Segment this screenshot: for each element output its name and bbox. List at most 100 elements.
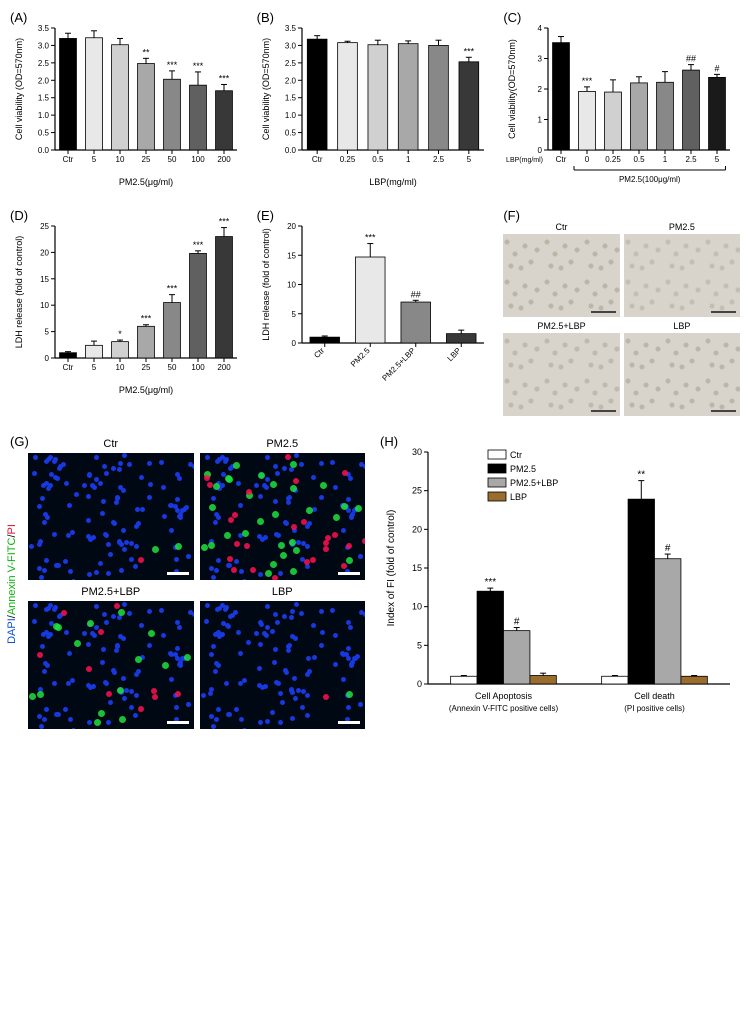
annexin-text: Annexin V-FITC [6,538,18,616]
svg-text:25: 25 [142,155,151,164]
svg-text:#: # [715,63,720,73]
svg-text:LBP: LBP [445,346,462,363]
panel-e: (E) 05101520Ctr***PM2.5##PM2.5+LBPLBPLDH… [257,208,494,416]
svg-text:2.0: 2.0 [38,76,50,85]
svg-text:0.5: 0.5 [38,129,50,138]
svg-text:*: * [118,329,122,339]
panel-f: (F) Ctr PM2.5 PM2.5+LBP LBP [503,208,740,416]
svg-text:***: *** [582,76,593,86]
svg-text:**: ** [142,47,150,57]
svg-text:200: 200 [217,155,231,164]
svg-text:PM2.5: PM2.5 [349,346,372,369]
svg-text:***: *** [463,46,474,56]
panel-a-label: (A) [10,10,27,25]
svg-text:***: *** [219,73,230,83]
svg-text:50: 50 [168,363,177,372]
panel-g-ylabel: DAPI/Annexin V-FITC/PI [6,524,18,644]
figure-grid: (A) 0.00.51.01.52.02.53.03.5Ctr510**25**… [10,10,740,734]
pi-text: PI [6,524,18,534]
fluor-title-1: PM2.5 [200,438,366,450]
svg-text:LBP(mg/ml): LBP(mg/ml) [506,157,543,164]
svg-text:0.5: 0.5 [634,155,646,164]
micro-f-title-2: PM2.5+LBP [503,321,619,331]
svg-text:50: 50 [168,155,177,164]
svg-text:Ctr: Ctr [556,155,567,164]
svg-text:0: 0 [291,339,296,348]
svg-text:#: # [665,543,671,554]
svg-text:2.5: 2.5 [433,155,445,164]
svg-text:2.5: 2.5 [38,59,50,68]
svg-text:PM2.5(μg/ml): PM2.5(μg/ml) [119,177,173,187]
svg-text:10: 10 [412,602,422,612]
svg-text:(Annexin V-FITC positive cells: (Annexin V-FITC positive cells) [449,704,559,713]
micro-f-title-1: PM2.5 [624,222,740,232]
svg-text:#: # [514,617,520,628]
svg-text:Cell viability (OD=570nm): Cell viability (OD=570nm) [261,38,271,140]
svg-text:10: 10 [116,155,125,164]
fluor-title-2: PM2.5+LBP [28,586,194,598]
fluor-img-lbp [200,601,366,728]
svg-text:Cell viability (OD=570nm): Cell viability (OD=570nm) [14,38,24,140]
svg-text:1: 1 [406,155,411,164]
svg-text:2.5: 2.5 [686,155,698,164]
panel-f-label: (F) [503,208,520,223]
svg-text:5: 5 [715,155,720,164]
svg-text:100: 100 [191,155,205,164]
panel-d-label: (D) [10,208,28,223]
svg-text:***: *** [484,577,496,588]
microscopy-grid-f: Ctr PM2.5 PM2.5+LBP LBP [503,208,740,416]
fluor-title-0: Ctr [28,438,194,450]
svg-text:4: 4 [538,24,543,33]
svg-text:PM2.5+LBP: PM2.5+LBP [510,478,558,488]
svg-text:1.0: 1.0 [285,111,297,120]
svg-text:0.0: 0.0 [38,146,50,155]
svg-text:Index of FI (fold of control): Index of FI (fold of control) [386,510,397,627]
svg-text:3.5: 3.5 [285,24,297,33]
svg-text:25: 25 [412,486,422,496]
chart-e: 05101520Ctr***PM2.5##PM2.5+LBPLBPLDH rel… [257,208,492,398]
svg-text:**: ** [637,470,645,481]
svg-text:***: *** [167,284,178,294]
svg-text:Cell viability(OD=570nm): Cell viability(OD=570nm) [507,39,517,139]
panel-c: (C) 01234Ctr***00.250.51##2.5#5Cell viab… [503,10,740,200]
fluorescence-grid: Ctr PM2.5 PM2.5+LBP LBP [10,434,365,729]
svg-text:0.25: 0.25 [339,155,355,164]
panel-g-label: (G) [10,434,29,449]
svg-text:0.25: 0.25 [606,155,622,164]
svg-text:2.5: 2.5 [285,59,297,68]
svg-text:***: *** [219,217,230,227]
svg-text:2.0: 2.0 [285,76,297,85]
svg-text:15: 15 [287,251,296,260]
panel-a: (A) 0.00.51.01.52.02.53.03.5Ctr510**25**… [10,10,247,200]
chart-a: 0.00.51.01.52.02.53.03.5Ctr510**25***50*… [10,10,245,190]
svg-text:LBP(mg/ml): LBP(mg/ml) [369,177,417,187]
svg-text:***: *** [141,314,152,324]
micro-f-img-pm25lbp [503,333,619,416]
svg-text:0: 0 [538,146,543,155]
svg-text:2: 2 [538,85,543,94]
svg-text:1.5: 1.5 [38,94,50,103]
svg-text:Ctr: Ctr [312,346,326,360]
svg-text:10: 10 [116,363,125,372]
panel-h: (H) 051015202530CtrPM2.5PM2.5+LBPLBP***#… [380,434,740,734]
svg-text:(PI positive cells): (PI positive cells) [624,704,685,713]
svg-text:10: 10 [287,281,296,290]
svg-text:5: 5 [45,328,50,337]
chart-b: 0.00.51.01.52.02.53.03.5Ctr0.250.512.5**… [257,10,492,190]
svg-text:LDH release (fold of control): LDH release (fold of control) [14,236,24,349]
panel-b-label: (B) [257,10,274,25]
panel-c-label: (C) [503,10,521,25]
chart-c: 01234Ctr***00.250.51##2.5#5Cell viabilit… [503,10,738,200]
svg-text:0: 0 [417,679,422,689]
svg-text:PM2.5(100μg/ml): PM2.5(100μg/ml) [619,175,681,184]
svg-text:PM2.5(μg/ml): PM2.5(μg/ml) [119,385,173,395]
svg-text:0.0: 0.0 [285,146,297,155]
svg-text:3.0: 3.0 [285,41,297,50]
dapi-text: DAPI [6,618,18,644]
svg-text:3: 3 [538,55,543,64]
micro-f-title-3: LBP [624,321,740,331]
svg-text:5: 5 [291,310,296,319]
svg-text:0.5: 0.5 [285,129,297,138]
svg-text:***: *** [167,60,178,70]
svg-text:Ctr: Ctr [63,155,74,164]
